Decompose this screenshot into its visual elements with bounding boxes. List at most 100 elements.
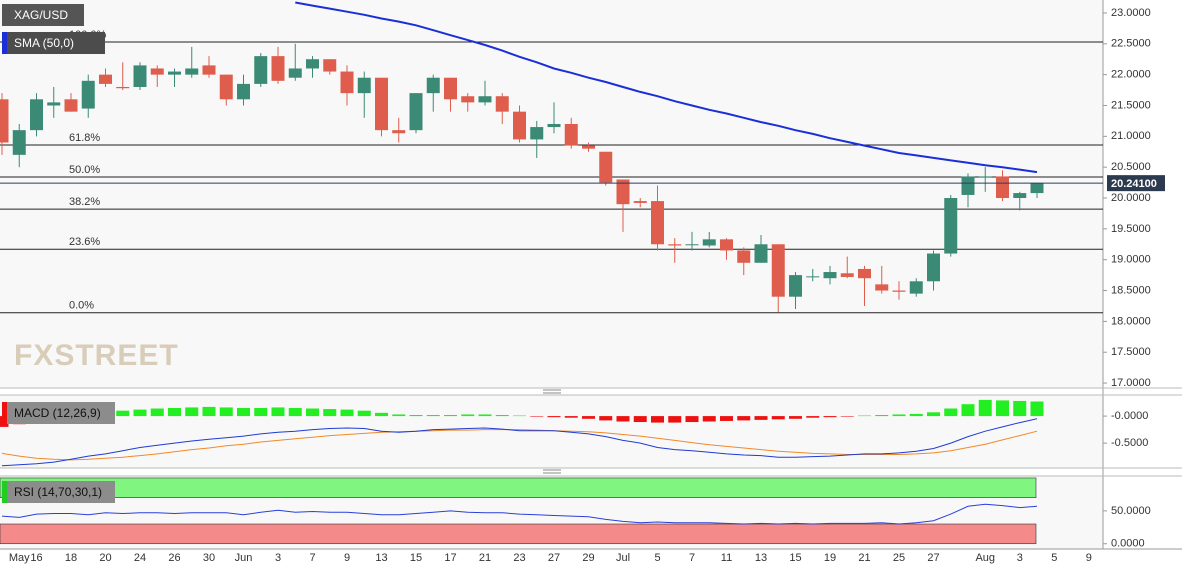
y-tick-label: 21.0000 [1111,130,1151,142]
rsi-band [0,523,1037,545]
macd-histogram-bar [668,416,682,423]
x-tick-label: 13 [375,552,387,564]
x-tick-label: 15 [789,552,801,564]
candle-body [461,96,475,103]
macd-histogram-bar [219,407,233,417]
macd-histogram-bar [271,407,285,417]
y-tick-label: 50.0000 [1111,505,1151,517]
macd-histogram-bar [651,416,664,423]
macd-histogram-bar [840,416,854,417]
macd-histogram-bar [323,409,337,417]
candle-body [1030,183,1044,194]
y-tick-label: 17.5000 [1111,346,1151,358]
x-tick-label: 7 [309,552,315,564]
candle-body [375,77,388,131]
macd-histogram-bar [875,415,889,417]
rsi-band [0,477,1037,499]
macd-histogram-bar [582,416,595,419]
macd-histogram-bar [288,407,302,417]
candle-body [633,201,647,203]
fib-label: 38.2% [69,196,100,208]
candle-body [340,71,354,94]
x-tick-label: May [9,552,30,564]
y-tick-label: 0.0000 [1111,538,1145,550]
macd-histogram-bar [754,416,768,420]
macd-histogram-bar [409,415,423,417]
x-tick-label: 29 [582,552,594,564]
y-tick-label: -0.5000 [1111,437,1148,449]
candle-body [133,65,147,87]
candle-body [685,244,699,246]
candle-body [150,68,164,75]
watermark: FXSTREET [14,339,179,372]
legend-box [2,4,84,26]
legend-swatch [2,402,7,424]
macd-histogram-bar [720,416,733,421]
macd-histogram-bar [823,416,837,418]
macd-histogram-bar [737,416,751,421]
candle-body [547,123,561,128]
candle-body [12,130,26,155]
macd-histogram-bar [789,416,802,419]
candle-body [840,273,854,277]
x-tick-label: 3 [1017,552,1023,564]
macd-histogram-bar [909,413,923,417]
y-tick-label: -0.0000 [1111,410,1148,422]
macd-histogram-bar [616,416,630,422]
y-tick-label: 19.0000 [1111,254,1151,266]
candle-body [306,59,319,69]
candle-body [1013,193,1027,199]
x-tick-label: Jul [616,552,630,564]
candle-body [702,239,716,246]
candle-body [202,65,216,75]
x-tick-label: 30 [203,552,215,564]
candle-body [495,96,509,112]
x-tick-label: 5 [654,552,660,564]
candle-body [168,71,181,75]
x-tick-label: 21 [479,552,491,564]
x-tick-label: Aug [975,552,995,564]
macd-histogram-bar [461,414,475,417]
legend-swatch [2,481,7,503]
y-tick-label: 18.5000 [1111,284,1151,296]
fib-label: 23.6% [69,236,100,248]
macd-histogram-bar [116,410,130,417]
legend-title: XAG/USD [14,8,68,22]
macd-histogram-bar [478,414,492,417]
candle-body [530,127,544,140]
macd-histogram-bar [168,407,181,417]
candle-body [116,86,130,89]
x-tick-label: 20 [99,552,111,564]
macd-histogram-bar [978,399,992,417]
candle-body [961,176,975,195]
signal-line [1,429,1038,461]
legend-box [2,402,115,424]
macd-histogram-bar [357,410,371,417]
candle-body [668,244,682,246]
x-tick-label: 9 [344,552,350,564]
x-tick-label: 18 [65,552,77,564]
x-tick-label: 25 [893,552,905,564]
sma-line [295,1,1038,174]
macd-histogram-bar [202,406,216,417]
x-tick-label: 7 [689,552,695,564]
candle-body [81,80,95,109]
main-plot: 100.0%61.8%50.0%38.2%23.6%0.0% [0,1,1103,314]
x-tick-label: 11 [721,552,732,564]
candle-body [806,276,820,278]
candle-body [737,250,751,263]
x-tick-label: 17 [444,552,456,564]
macd-histogram-bar [702,416,716,422]
legend-title: RSI (14,70,30,1) [14,485,102,499]
candle-body [288,68,302,78]
candle-body [30,99,43,131]
candle-body [357,77,371,94]
y-tick-label: 23.0000 [1111,7,1151,19]
candle-body [564,123,578,146]
macd-histogram-bar [996,400,1009,417]
candle-body [927,253,940,282]
y-tick-label: 20.5000 [1111,161,1151,173]
candle-body [444,77,457,100]
macd-histogram-bar [685,416,699,423]
